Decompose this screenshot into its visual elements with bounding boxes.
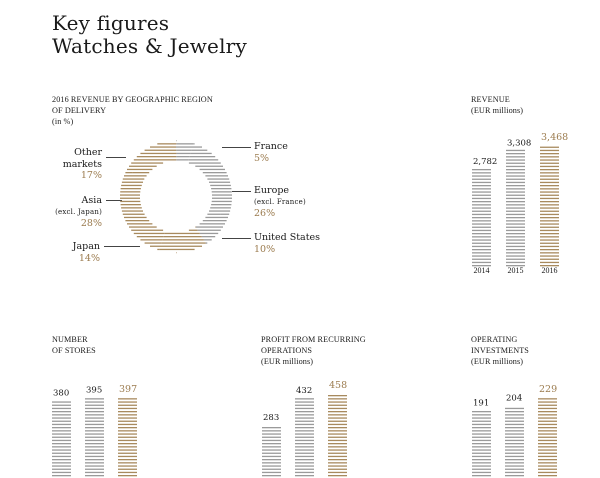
- slice-label-france: France 5%: [254, 141, 288, 164]
- bar-2016: [540, 146, 559, 267]
- investments-chart-title: OPERATING INVESTMENTS: [471, 335, 529, 355]
- bar-2015: [295, 398, 314, 477]
- data-label-2016: 229: [539, 384, 557, 395]
- profit-chart-title: PROFIT FROM RECURRING OPERATIONS: [261, 335, 366, 355]
- investments-chart-unit: (EUR millions): [471, 357, 524, 366]
- geo-chart-title: 2016 REVENUE BY GEOGRAPHIC REGION OF DEL…: [52, 95, 213, 115]
- revenue-chart-unit: (EUR millions): [471, 106, 524, 115]
- slice-asia: [120, 172, 165, 251]
- page-title-line2: Watches & Jewelry: [52, 34, 247, 58]
- page-title-line1: Key figures: [52, 11, 170, 35]
- leader-asia: [106, 200, 122, 201]
- bar-2015: [506, 149, 525, 267]
- leader-united-states: [222, 238, 251, 239]
- data-label-2014: 283: [263, 413, 279, 423]
- slice-label-europe: Europe (excl. France) 26%: [254, 185, 306, 219]
- data-label-2016: 397: [119, 384, 137, 395]
- revenue-chart-title: REVENUE: [471, 95, 510, 104]
- leader-other-markets: [106, 157, 126, 158]
- leader-europe: [232, 191, 251, 192]
- stores-chart-title: NUMBER OF STORES: [52, 335, 96, 355]
- slice-japan: [159, 226, 206, 254]
- data-label-2016: 458: [329, 380, 347, 391]
- slice-label-united-states: United States 10%: [254, 232, 321, 255]
- leader-france: [222, 147, 251, 148]
- tick-label-2016: 2016: [542, 266, 558, 275]
- slice-label-asia: Asia (excl. Japan) 28%: [55, 195, 102, 229]
- slice-europe: [188, 143, 232, 215]
- bar-2016: [538, 398, 557, 477]
- slice-united-states: [195, 210, 228, 244]
- slice-other-markets: [127, 143, 177, 177]
- bar-2014: [472, 169, 491, 267]
- leader-japan: [104, 246, 140, 247]
- bar-2015: [85, 398, 104, 477]
- data-label-2015: 204: [506, 394, 522, 404]
- bar-2014: [472, 411, 491, 477]
- data-label-2015: 432: [296, 386, 312, 396]
- slice-label-other-markets: Other markets 17%: [62, 147, 102, 181]
- bar-2016: [328, 395, 347, 477]
- bar-2014: [262, 427, 281, 477]
- bar-2014: [52, 401, 71, 477]
- data-label-2015: 3,308: [507, 139, 531, 149]
- data-label-2014: 380: [53, 388, 69, 398]
- slice-label-japan: Japan 14%: [72, 241, 100, 264]
- slice-france: [176, 140, 194, 161]
- data-label-2014: 191: [473, 398, 489, 408]
- bar-2016: [118, 398, 137, 477]
- profit-chart-unit: (EUR millions): [261, 357, 314, 366]
- geo-chart-unit: (in %): [52, 117, 74, 126]
- tick-label-2014: 2014: [474, 266, 490, 275]
- data-label-2014: 2,782: [473, 157, 497, 167]
- data-label-2015: 395: [86, 385, 102, 395]
- data-label-2016: 3,468: [541, 132, 568, 143]
- tick-label-2015: 2015: [508, 266, 524, 275]
- bar-2015: [505, 407, 524, 477]
